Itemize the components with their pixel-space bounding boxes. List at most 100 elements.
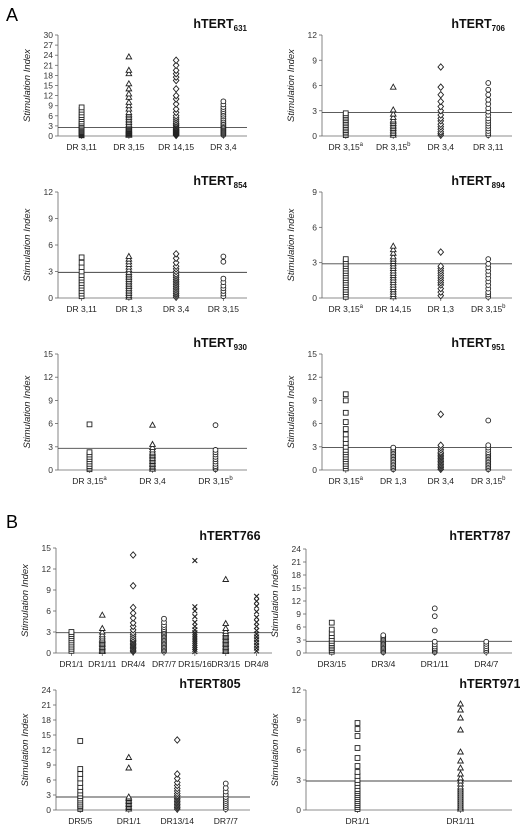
data-point <box>253 623 260 630</box>
data-point <box>78 259 85 266</box>
category-label: DR7/7 <box>152 659 176 669</box>
y-tick-label: 6 <box>312 81 317 91</box>
y-tick-label: 15 <box>42 730 52 740</box>
data-point <box>125 101 133 109</box>
data-point <box>77 738 84 744</box>
category-label: DR 3,4 <box>163 304 190 314</box>
y-tick-label: 15 <box>292 583 302 593</box>
data-point <box>68 629 75 635</box>
category-label-main: DR 3,15 <box>471 476 502 486</box>
chart-title: hTERT805 <box>179 677 240 691</box>
data-point <box>354 726 361 732</box>
category-label: DR1/11 <box>446 816 474 826</box>
data-point <box>253 619 260 625</box>
category-label: DR1/1 <box>117 816 141 826</box>
chart-panel: hTERT930 Stimulation Index 0 3 6 9 12 15 DR 3,15… <box>22 336 248 486</box>
data-point <box>192 648 198 655</box>
category-label: DR 1,3 <box>116 304 143 314</box>
category-label-main: DR4/7 <box>474 659 498 669</box>
data-point <box>125 66 133 73</box>
data-point <box>192 636 198 642</box>
data-point <box>125 753 133 760</box>
y-tick-label: 3 <box>48 121 53 131</box>
data-point <box>389 83 397 90</box>
data-point <box>342 397 349 404</box>
category-label-main: DR 3,15 <box>328 142 359 152</box>
data-point <box>456 726 465 733</box>
category-label: DR 1,3 <box>380 476 407 486</box>
category-label: DR 1,3 <box>428 304 455 314</box>
data-point <box>437 111 445 119</box>
y-tick-label: 21 <box>292 557 302 567</box>
data-point <box>125 764 133 771</box>
category-label: DR 14,15 <box>158 142 194 152</box>
data-point <box>125 84 133 92</box>
data-point <box>192 644 198 651</box>
category-label: DR 3,4 <box>428 142 455 152</box>
category-label-main: DR1/11 <box>446 816 474 826</box>
y-tick-label: 9 <box>46 585 51 595</box>
data-point <box>485 86 492 93</box>
data-point <box>125 252 133 259</box>
data-point <box>78 254 85 261</box>
y-axis-label: Stimulation Index <box>286 48 297 122</box>
data-point <box>172 249 180 258</box>
y-tick-label: 6 <box>296 745 301 755</box>
y-tick-label: 24 <box>42 685 52 695</box>
category-label: DR13/14 <box>160 816 194 826</box>
chart-title-main: hTERT <box>451 174 492 188</box>
data-point <box>172 56 180 65</box>
data-point <box>253 593 260 600</box>
y-tick-label: 0 <box>46 805 51 815</box>
y-tick-label: 9 <box>48 395 53 405</box>
y-tick-label: 6 <box>48 111 53 121</box>
y-tick-label: 15 <box>44 81 54 91</box>
data-point <box>86 449 93 456</box>
y-tick-label: 18 <box>42 715 52 725</box>
category-label-main: DR15/16 <box>178 659 212 669</box>
chart-title: hTERT951 <box>451 336 505 352</box>
category-label: DR15/16 <box>178 659 212 669</box>
data-point <box>172 258 180 267</box>
data-point <box>437 83 445 92</box>
category-label: DR 3,4 <box>210 142 237 152</box>
y-axis-label: Stimulation Index <box>20 563 31 637</box>
y-tick-label: 9 <box>312 55 317 65</box>
data-point <box>456 757 465 764</box>
data-point <box>456 777 465 784</box>
data-point <box>192 640 198 646</box>
data-point <box>456 774 465 781</box>
chart-title-main: hTERT971 <box>459 677 520 691</box>
data-point <box>192 646 198 653</box>
data-point <box>456 748 465 755</box>
chart-title-subscript: 930 <box>234 343 248 352</box>
y-tick-label: 0 <box>312 465 317 475</box>
chart-panel: hTERT951 Stimulation Index 0 3 6 9 12 15 DR 3,15… <box>286 336 512 486</box>
chart-title-main: hTERT787 <box>449 529 510 543</box>
category-label-superscript: a <box>360 476 364 482</box>
data-point <box>354 720 361 726</box>
category-label: DR1/11 <box>421 659 449 669</box>
category-label: DR 3,15b <box>471 476 506 486</box>
y-axis-label: Stimulation Index <box>270 712 281 786</box>
data-point <box>125 89 133 97</box>
data-point <box>77 766 84 772</box>
category-label: DR 3,15b <box>471 304 506 314</box>
category-label: DR3/15 <box>211 659 240 669</box>
category-label: DR 3,15a <box>72 476 107 486</box>
category-label-main: DR 14,15 <box>158 142 194 152</box>
chart-title: hTERT706 <box>451 17 505 33</box>
chart-title: hTERT930 <box>193 336 247 352</box>
data-point <box>342 110 349 117</box>
data-point <box>485 96 492 103</box>
category-label-main: DR 3,4 <box>210 142 237 152</box>
chart-title: hTERT971 <box>459 677 520 691</box>
chart-panel: hTERT631 Stimulation Index 036912151821242… <box>22 17 248 152</box>
data-point <box>485 80 492 86</box>
y-tick-label: 21 <box>42 700 52 710</box>
data-point <box>431 613 438 620</box>
category-label: DR1/11 <box>88 659 116 669</box>
category-label-main: DR 3,4 <box>163 304 190 314</box>
category-label: DR 14,15 <box>375 304 411 314</box>
data-point <box>389 113 397 120</box>
